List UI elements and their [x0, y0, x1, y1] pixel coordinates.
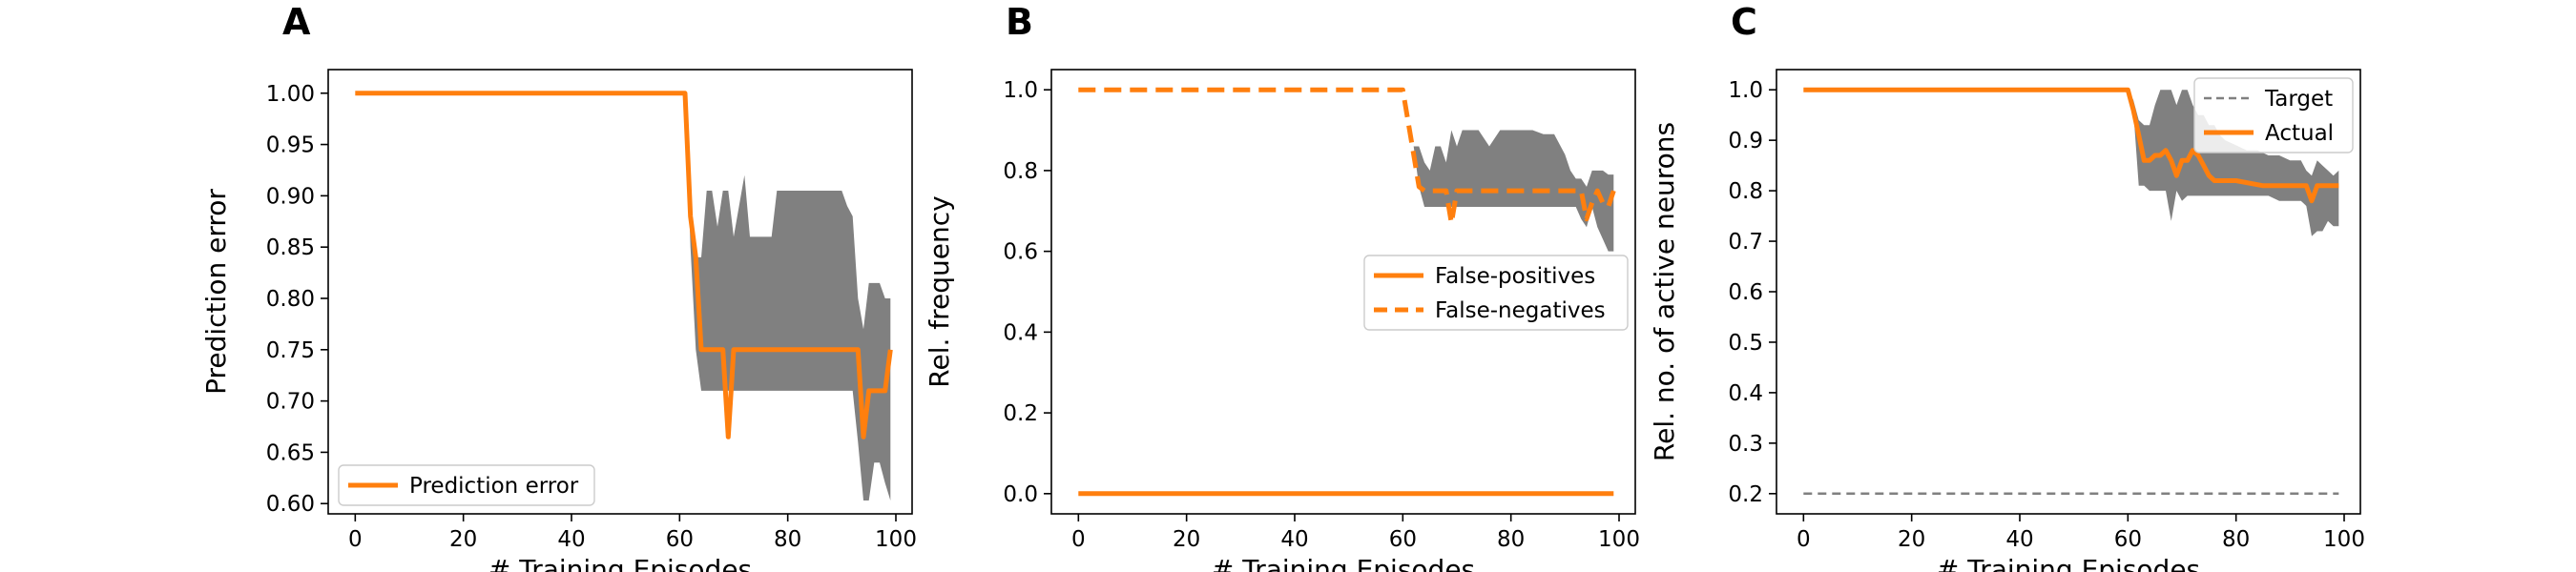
x-tick-label: 100: [2323, 527, 2365, 552]
y-tick-label: 0.90: [266, 184, 315, 209]
y-tick-label: 0.4: [1728, 381, 1763, 406]
panel-b-spread-band: [1078, 90, 1614, 252]
y-axis-label: Prediction error: [200, 189, 232, 395]
y-axis-label: Rel. no. of active neurons: [1649, 122, 1680, 461]
panel-letter: B: [1006, 1, 1033, 43]
y-tick-label: 0.70: [266, 390, 315, 415]
panel-letter: C: [1731, 1, 1757, 43]
x-tick-label: 20: [449, 527, 477, 552]
panel-b: 0 20 40 60 80 100 0.0 0.2 0.4 0.6 0.8 1.0 # Training…: [924, 1, 1640, 572]
x-tick-label: 100: [1598, 527, 1640, 552]
legend-box: [1363, 255, 1629, 331]
x-tick-label: 80: [1497, 527, 1525, 552]
x-axis-label: # Training Episodes: [1212, 554, 1475, 572]
panel-b-legend: False-positives False-negatives: [1363, 255, 1629, 331]
series-line-actual: [1803, 87, 2339, 204]
panel-a-spread-band: [355, 92, 891, 501]
y-tick-label: 0.9: [1728, 129, 1763, 153]
y-tick-label: 1.0: [1728, 78, 1763, 103]
y-tick-label: 0.2: [1003, 401, 1038, 426]
series-line-prediction-error: [355, 91, 893, 439]
x-tick-label: 0: [1071, 527, 1086, 552]
legend-label-prediction-error: Prediction error: [409, 474, 579, 499]
y-tick-label: 1.0: [1003, 78, 1038, 103]
y-tick-label: 0.75: [266, 338, 315, 363]
y-tick-label: 0.60: [266, 492, 315, 517]
x-tick-label: 40: [557, 527, 585, 552]
legend-label-false-negatives: False-negatives: [1435, 298, 1606, 323]
x-tick-label: 80: [2222, 527, 2250, 552]
x-tick-label: 60: [1389, 527, 1417, 552]
legend-label-false-positives: False-positives: [1435, 264, 1595, 289]
x-axis-label: # Training Episodes: [488, 554, 752, 572]
y-tick-label: 0.0: [1003, 482, 1038, 507]
y-tick-label: 0.6: [1003, 240, 1038, 265]
panel-c-legend: Target Actual: [2193, 77, 2354, 153]
legend-label-actual: Actual: [2265, 121, 2334, 146]
panel-c: 0 20 40 60 80 100 0.2 0.3 0.4 0.5 0.6 0.7 0.8 0.9 1.0 #…: [1649, 1, 2365, 572]
x-tick-label: 60: [666, 527, 694, 552]
series-line-false-negatives: [1078, 87, 1616, 226]
x-tick-label: 40: [2005, 527, 2033, 552]
y-tick-label: 0.8: [1003, 159, 1038, 184]
y-tick-label: 1.00: [266, 82, 315, 107]
y-axis-label: Rel. frequency: [924, 195, 955, 387]
x-axis-label: # Training Episodes: [1937, 554, 2200, 572]
x-tick-label: 20: [1173, 527, 1200, 552]
panel-b-axes-frame: [1050, 69, 1636, 515]
y-tick-label: 0.4: [1003, 320, 1038, 345]
y-tick-label: 0.3: [1728, 432, 1763, 457]
panel-letter: A: [282, 1, 311, 43]
y-tick-label: 0.5: [1728, 331, 1763, 356]
y-tick-label: 0.8: [1728, 179, 1763, 204]
x-tick-label: 100: [875, 527, 917, 552]
y-tick-label: 0.2: [1728, 482, 1763, 507]
x-tick-label: 0: [348, 527, 363, 552]
x-tick-label: 0: [1797, 527, 1811, 552]
y-tick-label: 0.85: [266, 235, 315, 260]
legend-box: [338, 464, 595, 506]
panel-a-legend: Prediction error: [338, 464, 595, 506]
x-tick-label: 80: [774, 527, 801, 552]
y-tick-label: 0.95: [266, 133, 315, 158]
panel-a-axes-frame: [327, 69, 913, 515]
legend-label-target: Target: [2264, 87, 2333, 112]
x-tick-label: 40: [1280, 527, 1308, 552]
y-tick-label: 0.80: [266, 287, 315, 312]
y-tick-label: 0.65: [266, 440, 315, 465]
y-tick-label: 0.6: [1728, 280, 1763, 305]
panel-a: 0 20 40 60 80 100 0.60 0.65 0.70 0.75 0.80 0.85 0.90…: [200, 1, 917, 572]
x-tick-label: 60: [2114, 527, 2142, 552]
y-tick-label: 0.7: [1728, 230, 1763, 255]
x-tick-label: 20: [1898, 527, 1925, 552]
